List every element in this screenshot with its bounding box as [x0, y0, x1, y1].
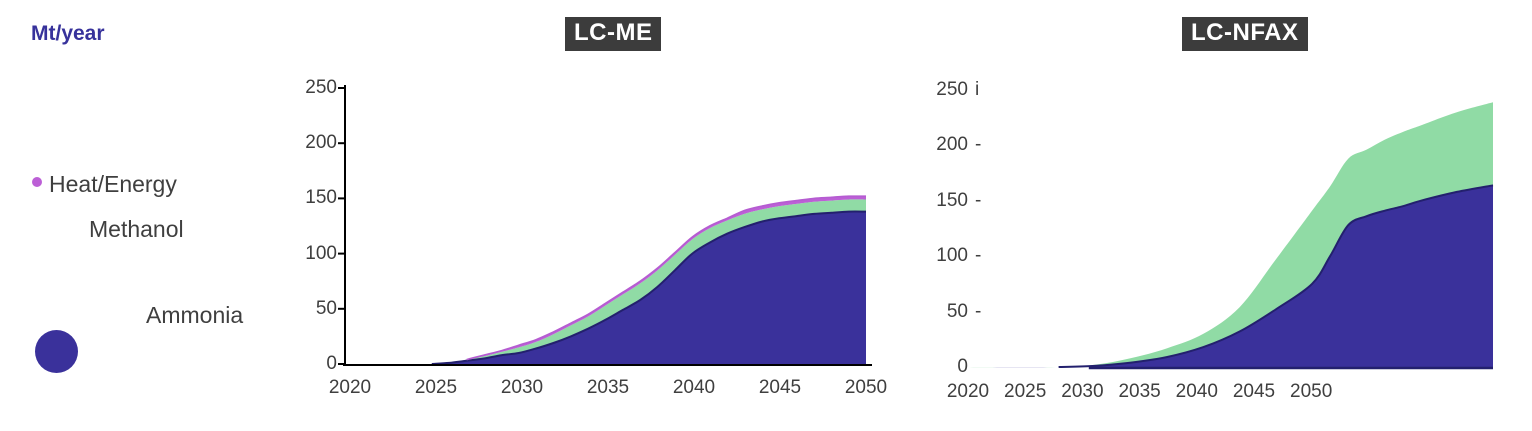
chart-lcnfax-title: LC-NFAX: [1182, 17, 1308, 51]
x-tick-label: 2025: [414, 377, 458, 398]
y-tick-label: 150-: [936, 189, 982, 211]
y-tick-label: 150: [305, 187, 337, 209]
x-tick-label: 2030: [500, 377, 544, 398]
y-tick-label: 100-: [936, 245, 982, 267]
ammonia-circle-icon: [35, 330, 78, 373]
y-tick-label: 50-: [946, 300, 982, 322]
x-tick-label: 2040: [672, 377, 716, 398]
x-tick-label: 2025: [1004, 381, 1047, 402]
y-tick-label: 50: [315, 297, 337, 319]
x-tick-label: 2050: [1290, 381, 1333, 402]
legend-item-ammonia: Ammonia: [146, 302, 244, 328]
x-tick-label: 2045: [1232, 381, 1276, 402]
legend-item-methanol: Methanol: [89, 216, 184, 242]
y-tick-label: 0: [326, 353, 337, 374]
x-tick-label: 2035: [586, 377, 630, 398]
x-tick-label: 2030: [1061, 381, 1104, 402]
x-tick-label: 2040: [1175, 381, 1218, 402]
y-tick-label: 250: [305, 77, 337, 98]
y-tick-label: 200-: [936, 134, 982, 156]
y-axis-unit-label: Mt/year: [31, 22, 105, 45]
heat-energy-dot-icon: [32, 177, 42, 187]
y-tick-label: 200: [305, 132, 337, 154]
y-tick-label: 100: [305, 242, 337, 264]
x-tick-label: 2020: [946, 381, 990, 402]
legend-item-heat-energy: Heat/Energy: [49, 171, 177, 197]
x-tick-label: 2020: [328, 377, 372, 398]
x-tick-label: 2035: [1118, 381, 1161, 402]
y-tick-label: 250 i: [936, 79, 980, 100]
y-tick-label: 0: [957, 356, 968, 377]
x-tick-label: 2050: [844, 377, 888, 398]
x-tick-label: 2045: [758, 377, 802, 398]
chart-lcme-title: LC-ME: [565, 17, 662, 51]
